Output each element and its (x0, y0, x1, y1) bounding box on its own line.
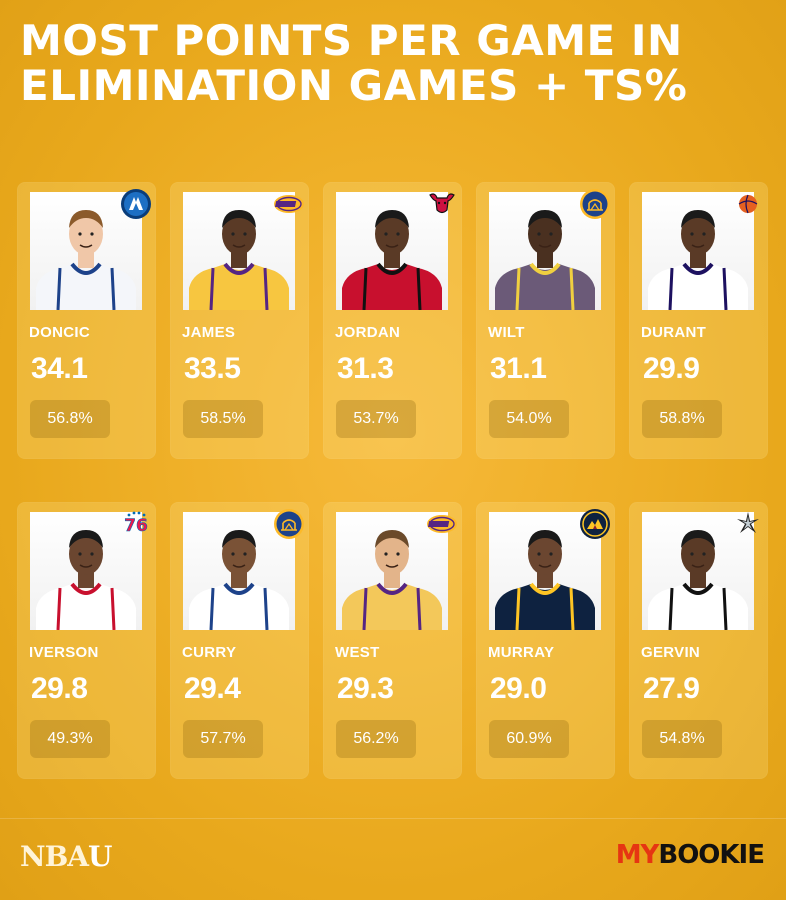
points-per-game-value: 27.9 (643, 672, 700, 705)
player-name: JORDAN (335, 324, 401, 341)
points-per-game-value: 31.1 (490, 352, 547, 385)
player-card-james: JAMES 33.5 58.5% (170, 182, 309, 459)
lakers-logo-icon (273, 188, 305, 220)
player-card-west: WEST 29.3 56.2% (323, 502, 462, 779)
player-name: DONCIC (29, 324, 90, 341)
true-shooting-badge: 60.9% (489, 720, 569, 758)
player-photo (183, 192, 295, 310)
player-name: WILT (488, 324, 525, 341)
bulls-logo-icon (426, 188, 458, 220)
nbau-logo-accent: U (87, 840, 112, 873)
player-name: WEST (335, 644, 380, 661)
true-shooting-badge: 49.3% (30, 720, 110, 758)
warriors-logo-icon (273, 508, 305, 540)
player-card-wilt: WILT 31.1 54.0% (476, 182, 615, 459)
nbau-logo-main: NBA (20, 840, 89, 873)
player-card-jordan: JORDAN 31.3 53.7% (323, 182, 462, 459)
footer-divider (0, 818, 786, 819)
player-photo (642, 192, 754, 310)
player-name: DURANT (641, 324, 707, 341)
nuggets-logo-icon (579, 508, 611, 540)
lakers-logo-icon (426, 508, 458, 540)
mybookie-logo: MYBOOKIE (615, 840, 765, 870)
player-name: JAMES (182, 324, 236, 341)
points-per-game-value: 29.9 (643, 352, 700, 385)
true-shooting-badge: 57.7% (183, 720, 263, 758)
warriors-logo-icon (579, 188, 611, 220)
points-per-game-value: 29.0 (490, 672, 547, 705)
spurs-logo-icon (732, 508, 764, 540)
mybookie-logo-red: MY (615, 840, 660, 870)
player-card-murray: MURRAY 29.0 60.9% (476, 502, 615, 779)
mavericks-logo-icon (120, 188, 152, 220)
player-photo (336, 192, 448, 310)
true-shooting-badge: 54.0% (489, 400, 569, 438)
points-per-game-value: 33.5 (184, 352, 241, 385)
true-shooting-badge: 58.5% (183, 400, 263, 438)
player-card-durant: DURANT 29.9 58.8% (629, 182, 768, 459)
points-per-game-value: 31.3 (337, 352, 394, 385)
mybookie-logo-dark: BOOKIE (658, 840, 765, 870)
player-photo (642, 512, 754, 630)
suns-logo-icon (732, 188, 764, 220)
player-name: GERVIN (641, 644, 701, 661)
true-shooting-badge: 56.2% (336, 720, 416, 758)
nbau-logo: NBAU (20, 840, 112, 873)
player-name: CURRY (182, 644, 237, 661)
player-card-iverson: 76 IVERSON 29.8 49.3% (17, 502, 156, 779)
points-per-game-value: 29.3 (337, 672, 394, 705)
true-shooting-badge: 58.8% (642, 400, 722, 438)
76ers-logo-icon: 76 (120, 508, 152, 540)
svg-text:76: 76 (124, 516, 148, 536)
player-photo (183, 512, 295, 630)
true-shooting-badge: 56.8% (30, 400, 110, 438)
player-photo (30, 512, 142, 630)
player-card-curry: CURRY 29.4 57.7% (170, 502, 309, 779)
player-photo (336, 512, 448, 630)
points-per-game-value: 34.1 (31, 352, 88, 385)
page-title: MOST POINTS PER GAME IN ELIMINATION GAME… (20, 16, 688, 110)
true-shooting-badge: 53.7% (336, 400, 416, 438)
player-card-doncic: DONCIC 34.1 56.8% (17, 182, 156, 459)
points-per-game-value: 29.8 (31, 672, 88, 705)
player-card-gervin: GERVIN 27.9 54.8% (629, 502, 768, 779)
points-per-game-value: 29.4 (184, 672, 241, 705)
player-name: IVERSON (29, 644, 99, 661)
player-name: MURRAY (488, 644, 555, 661)
true-shooting-badge: 54.8% (642, 720, 722, 758)
